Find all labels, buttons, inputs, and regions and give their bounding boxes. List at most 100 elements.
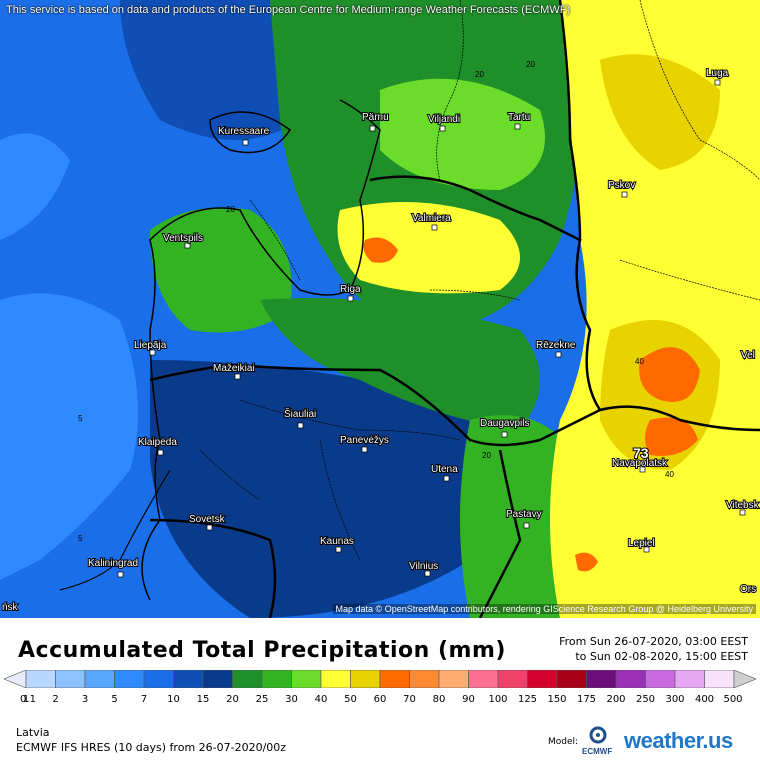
coastline bbox=[141, 99, 381, 601]
scale-tick-label: 2 bbox=[52, 694, 59, 705]
city-marker-vilnius bbox=[424, 570, 431, 577]
scale-tick-label: 250 bbox=[635, 694, 656, 705]
precip-area-green-central bbox=[260, 298, 540, 430]
city-label-utena: Utena bbox=[431, 464, 458, 475]
city-marker-panevezys bbox=[361, 446, 368, 453]
precip-area-darker-yellow-north-east bbox=[600, 54, 720, 170]
regional-borders bbox=[199, 0, 760, 561]
scale-swatch-highest bbox=[733, 670, 756, 688]
city-label-edge-nsk: ńsk bbox=[2, 602, 19, 613]
contour-label-5: 5 bbox=[78, 414, 83, 423]
city-label-tartu: Tartu bbox=[508, 112, 530, 123]
scale-tick-label: 300 bbox=[665, 694, 685, 705]
scale-swatch bbox=[143, 670, 174, 688]
scale-swatch bbox=[615, 670, 646, 688]
scale-swatch bbox=[55, 670, 86, 688]
map-canvas: Luga Kuressaare Pärnu Viljandi Tartu Psk… bbox=[0, 0, 760, 618]
city-label-rezekne: Rēzekne bbox=[536, 340, 576, 351]
contour-label-40: 40 bbox=[665, 470, 674, 479]
precipitation-map[interactable]: Luga Kuressaare Pärnu Viljandi Tartu Psk… bbox=[0, 0, 760, 618]
city-label-edge-orsh: Ors bbox=[740, 584, 756, 595]
scale-swatch bbox=[586, 670, 617, 688]
city-label-kaliningrad: Kaliningrad bbox=[88, 558, 138, 569]
scale-swatch bbox=[497, 670, 528, 688]
scale-swatch bbox=[114, 670, 145, 688]
city-marker-siauliai bbox=[297, 422, 304, 429]
precip-area-light-blue-west bbox=[0, 293, 138, 580]
scale-swatch bbox=[173, 670, 204, 688]
city-label-vitebsk: Vitebsk bbox=[726, 500, 760, 511]
scale-tick-label: 80 bbox=[432, 694, 446, 705]
contour-label-5: 5 bbox=[78, 534, 83, 543]
color-scale-bar bbox=[4, 670, 756, 688]
city-label-kuressaare: Kuressaare bbox=[218, 126, 270, 137]
scale-tick-label: 150 bbox=[547, 694, 567, 705]
city-label-pskov: Pskov bbox=[608, 180, 635, 191]
scale-tick-label: 10 bbox=[167, 694, 180, 705]
lithuania-belarus-border bbox=[478, 449, 522, 618]
ecmwf-logo-text: ECMWF bbox=[582, 747, 612, 756]
map-attribution: Map data © OpenStreetMap contributors, r… bbox=[332, 604, 756, 614]
forecast-period: From Sun 26-07-2020, 03:00 EEST to Sun 0… bbox=[559, 634, 748, 664]
period-from: From Sun 26-07-2020, 03:00 EEST bbox=[559, 635, 748, 648]
contour-label-20: 20 bbox=[482, 451, 491, 460]
city-marker-daugavpils bbox=[501, 431, 508, 438]
precip-area-dark-blue-lithuania bbox=[150, 360, 483, 618]
scale-tick-label: 70 bbox=[403, 694, 416, 705]
city-marker-mazeikiai bbox=[234, 373, 241, 380]
precip-area-orange-valmiera bbox=[363, 237, 398, 263]
city-label-vilnius: Vilnius bbox=[409, 561, 438, 572]
estonia-russia-border bbox=[558, 0, 582, 241]
scale-swatch bbox=[25, 670, 56, 688]
scale-swatch bbox=[527, 670, 558, 688]
scale-tick-label: 500 bbox=[723, 694, 743, 705]
city-label-lepiel: Lepiel bbox=[628, 538, 655, 549]
ecmwf-logo-dot bbox=[596, 733, 600, 737]
city-marker-rezekne bbox=[555, 351, 562, 358]
city-marker-pskov bbox=[621, 191, 628, 198]
scale-swatch bbox=[674, 670, 705, 688]
period-to: to Sun 02-08-2020, 15:00 EEST bbox=[575, 650, 748, 663]
city-marker-liepaja bbox=[149, 349, 156, 356]
scale-tick-label: 50 bbox=[344, 694, 357, 705]
scale-tick-label: 90 bbox=[462, 694, 475, 705]
city-marker-kaliningrad bbox=[117, 571, 124, 578]
city-marker-navapolatsk bbox=[639, 466, 646, 473]
contour-label-20: 20 bbox=[475, 70, 484, 79]
city-markers: Luga Kuressaare Pärnu Viljandi Tartu Psk… bbox=[1, 67, 760, 614]
city-label-siauliai: Šiauliai bbox=[284, 407, 316, 420]
scale-tick-label: 100 bbox=[488, 694, 508, 705]
city-marker-valmiera bbox=[431, 224, 438, 231]
city-marker-tartu bbox=[514, 123, 521, 130]
belarus-russia-border bbox=[599, 405, 760, 432]
scale-swatch bbox=[409, 670, 440, 688]
weather-us-brand[interactable]: weather.us bbox=[624, 728, 733, 753]
city-marker-vitebsk bbox=[739, 509, 746, 516]
scale-tick-label: 7 bbox=[140, 694, 148, 705]
city-label-kaunas: Kaunas bbox=[320, 536, 354, 547]
scale-tick-label: 0.1 bbox=[20, 694, 36, 705]
scale-tick-label: 125 bbox=[517, 694, 538, 705]
region-name: Latvia bbox=[16, 726, 50, 739]
city-marker-viljandi bbox=[439, 125, 446, 132]
city-label-sovetsk: Sovetsk bbox=[189, 514, 226, 525]
scale-tick-label: 25 bbox=[255, 694, 269, 705]
city-label-ventspils: Ventspils bbox=[163, 233, 203, 244]
city-marker-riga bbox=[347, 295, 354, 302]
scale-tick-label: 60 bbox=[373, 694, 387, 705]
city-marker-kaunas bbox=[335, 546, 342, 553]
city-label-mazeikiai: Mažeikiai bbox=[213, 363, 255, 374]
scale-swatch bbox=[350, 670, 381, 688]
ecmwf-logo: ECMWF bbox=[582, 726, 612, 756]
scale-tick-label: 400 bbox=[694, 694, 715, 705]
ecmwf-disclaimer: This service is based on data and produc… bbox=[6, 4, 571, 16]
scale-tick-label: 1 bbox=[22, 694, 30, 705]
scale-tick-label: 3 bbox=[81, 694, 89, 705]
city-label-klaipeda: Klaipėda bbox=[138, 437, 177, 448]
scale-tick-label: 5 bbox=[111, 694, 118, 705]
precip-area-light-blue-northwest bbox=[0, 133, 70, 240]
city-label-pastavy: Pastavy bbox=[506, 509, 542, 520]
city-label-luga: Luga bbox=[706, 68, 729, 79]
precip-area-orange-south bbox=[575, 552, 598, 572]
scale-swatch bbox=[232, 670, 263, 688]
